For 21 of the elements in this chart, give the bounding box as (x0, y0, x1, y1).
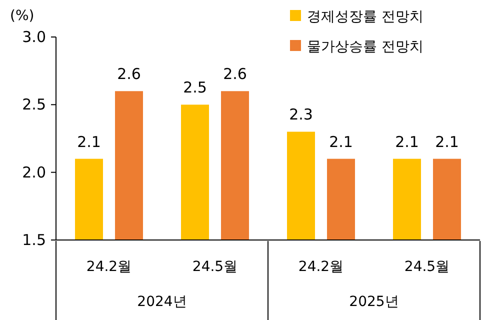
x-tick-label: 24.5월 (192, 259, 238, 275)
x-tick-label: 24.5월 (404, 259, 450, 275)
data-label: 2.1 (435, 132, 459, 151)
y-axis-title: (%) (10, 8, 34, 24)
data-label: 2.6 (117, 65, 141, 84)
data-label: 2.1 (329, 132, 353, 151)
x-tick-label: 24.2월 (86, 259, 132, 275)
y-tick-label: 2.0 (22, 163, 46, 182)
x-tick-label: 24.2월 (298, 259, 344, 275)
y-tick-label: 2.5 (22, 96, 46, 114)
legend-label: 물가상승률 전망치 (307, 39, 424, 55)
text: 2025년 (349, 294, 399, 310)
data-label: 2.1 (77, 132, 101, 151)
data-label: 2.3 (289, 106, 313, 124)
data-label: 2.5 (183, 78, 207, 97)
data-label: 2.6 (223, 65, 247, 84)
y-tick-label: 1.5 (22, 231, 46, 249)
text: 2024년 (137, 294, 187, 310)
legend-label: 경제성장률 전망치 (307, 9, 424, 25)
data-label: 2.1 (395, 132, 419, 151)
y-tick-label: 3.0 (22, 28, 46, 46)
